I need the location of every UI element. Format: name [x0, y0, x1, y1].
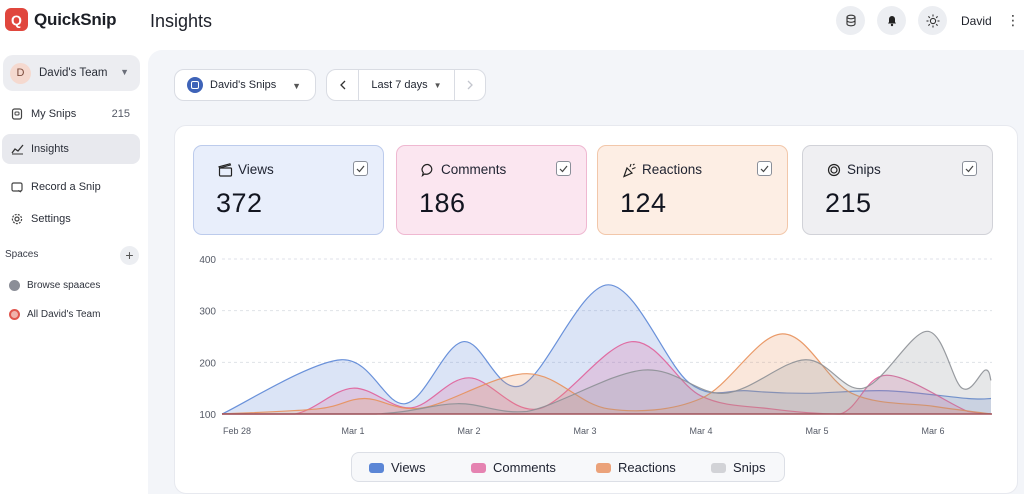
- stat-card-views[interactable]: Views 372: [193, 145, 384, 235]
- legend-label: Reactions: [618, 460, 676, 475]
- sidebar-item-label: My Snips: [31, 108, 77, 120]
- stat-value: 372: [216, 188, 263, 218]
- brand[interactable]: Q QuickSnip: [5, 8, 116, 31]
- sidebar-item-label: Record a Snip: [31, 181, 101, 193]
- legend-swatch: [596, 462, 611, 473]
- sun-icon: [926, 14, 939, 27]
- legend-label: Views: [391, 460, 426, 475]
- database-button[interactable]: [836, 6, 865, 35]
- previous-range-button[interactable]: [327, 70, 359, 100]
- stat-label: Views: [238, 162, 274, 177]
- sidebar: Q QuickSnip D David's Team ▼ My Snips 21…: [0, 0, 148, 494]
- record-icon: [10, 180, 24, 194]
- legend-item-snips[interactable]: Snips: [711, 460, 766, 475]
- chevron-left-icon: [339, 80, 345, 90]
- checkbox-checked-icon[interactable]: [556, 161, 571, 176]
- party-popper-icon: [621, 162, 637, 178]
- brand-name: QuickSnip: [34, 9, 117, 29]
- stat-value: 215: [825, 188, 872, 218]
- sidebar-item-settings[interactable]: Settings: [2, 204, 140, 234]
- legend-swatch: [369, 462, 384, 473]
- checkbox-checked-icon[interactable]: [353, 161, 368, 176]
- speech-bubble-icon: [420, 162, 436, 178]
- chevron-right-icon: [467, 80, 473, 90]
- notifications-button[interactable]: [877, 6, 906, 35]
- checkbox-checked-icon[interactable]: [757, 161, 772, 176]
- theme-toggle-button[interactable]: [918, 6, 947, 35]
- spaces-heading: Spaces: [5, 249, 39, 260]
- team-switcher[interactable]: D David's Team ▼: [3, 55, 140, 91]
- legend-item-views[interactable]: Views: [369, 460, 425, 475]
- next-range-button[interactable]: [455, 70, 485, 100]
- clapperboard-icon: [217, 162, 233, 178]
- space-item-browse[interactable]: Browse spaaces: [9, 280, 100, 291]
- bell-icon: [887, 16, 896, 27]
- snips-selector[interactable]: David's Snips ▼: [174, 69, 316, 101]
- chevron-down-icon: ▼: [292, 81, 301, 91]
- date-range-label: Last 7 days: [371, 79, 428, 91]
- stat-card-snips[interactable]: Snips 215: [802, 145, 993, 235]
- stat-card-comments[interactable]: Comments 186: [396, 145, 587, 235]
- page-title: Insights: [150, 11, 213, 31]
- sidebar-item-label: Settings: [31, 213, 71, 225]
- snips-selector-icon: [187, 77, 203, 93]
- snips-icon: [10, 107, 24, 121]
- team-avatar: D: [10, 62, 31, 84]
- space-item-all-team[interactable]: All David's Team: [9, 309, 100, 320]
- stat-label: Snips: [847, 162, 881, 177]
- legend-item-comments[interactable]: Comments: [471, 460, 556, 475]
- stat-value: 186: [419, 188, 466, 218]
- legend-item-reactions[interactable]: Reactions: [596, 460, 676, 475]
- legend-swatch: [711, 462, 726, 473]
- space-icon: [9, 309, 20, 320]
- legend-label: Comments: [493, 460, 556, 475]
- database-icon: [845, 14, 856, 27]
- date-range-dropdown[interactable]: Last 7 days ▼: [359, 70, 455, 100]
- sidebar-item-insights[interactable]: Insights: [2, 134, 140, 164]
- legend-swatch: [471, 462, 486, 473]
- space-item-label: All David's Team: [27, 309, 101, 320]
- space-item-label: Browse spaaces: [27, 280, 101, 291]
- stat-value: 124: [620, 188, 667, 218]
- sidebar-item-record[interactable]: Record a Snip: [2, 172, 140, 202]
- legend-label: Snips: [733, 460, 766, 475]
- snips-selector-label: David's Snips: [210, 79, 277, 91]
- stat-label: Reactions: [642, 162, 703, 177]
- chart-legend: Views Comments Reactions Snips: [351, 452, 785, 482]
- sidebar-item-label: Insights: [31, 143, 69, 155]
- user-menu[interactable]: David: [961, 14, 992, 28]
- stat-card-reactions[interactable]: Reactions 124: [597, 145, 788, 235]
- team-name: David's Team: [39, 67, 108, 79]
- date-range-control: Last 7 days ▼: [326, 69, 486, 101]
- target-icon: [826, 162, 842, 178]
- chevron-down-icon: ▼: [120, 67, 129, 77]
- quicksnip-logo-icon: Q: [5, 8, 28, 31]
- add-space-button[interactable]: +: [120, 246, 139, 265]
- sidebar-item-my-snips[interactable]: My Snips 215: [2, 99, 140, 129]
- stat-label: Comments: [441, 162, 507, 177]
- more-vertical-icon[interactable]: ⋮: [1006, 12, 1020, 28]
- trend-chart-icon: [10, 142, 24, 156]
- snips-count: 215: [111, 108, 130, 120]
- gear-icon: [10, 212, 24, 226]
- checkbox-checked-icon[interactable]: [962, 161, 977, 176]
- space-icon: [9, 280, 20, 291]
- chevron-down-icon: ▼: [433, 80, 442, 90]
